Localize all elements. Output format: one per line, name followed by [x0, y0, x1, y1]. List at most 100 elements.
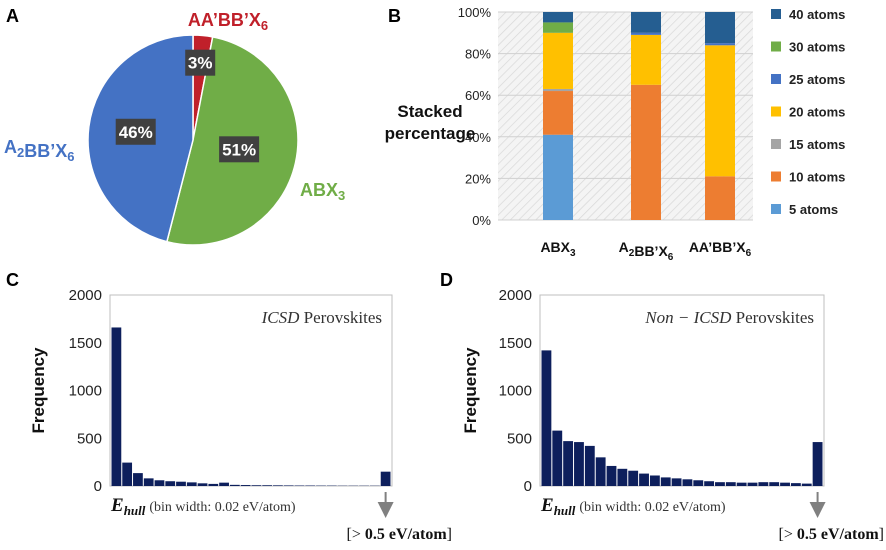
histogram-bar	[704, 481, 715, 486]
stacked-bar-segment	[543, 32, 573, 89]
histogram-bar	[122, 462, 133, 486]
stacked-bar-segment	[543, 134, 573, 220]
y-tick-label: 2000	[69, 287, 102, 304]
x-axis-label: Ehull (bin width: 0.02 eV/atom)	[540, 495, 726, 518]
legend-swatch	[771, 106, 781, 117]
histogram-bar	[251, 485, 262, 486]
stacked-bar-segment	[543, 12, 573, 23]
histogram-bar	[606, 465, 617, 486]
panel-letter-b: B	[388, 6, 401, 26]
legend-label: 10 atoms	[789, 170, 845, 185]
histogram-bar	[197, 483, 208, 486]
histogram-bar	[584, 445, 595, 486]
pie-chart: 3% 51% 46% AA’BB’X6 ABX3 A2BB’X6	[4, 10, 345, 246]
x-axis-label: Ehull (bin width: 0.02 eV/atom)	[110, 495, 296, 518]
stacked-bar-segment	[631, 32, 661, 35]
histogram-non-icsd: 0 500 1000 1500 2000 Frequency Non − ICSD Pero…	[461, 287, 884, 543]
y-tick-label: 0	[524, 478, 532, 495]
histogram-bar	[574, 442, 584, 486]
y-axis-label: Frequency	[461, 347, 480, 434]
histogram-bar	[552, 430, 563, 486]
histogram-bar	[758, 482, 769, 486]
histogram-bar	[812, 442, 823, 486]
legend-label: 40 atoms	[789, 7, 845, 22]
legend-swatch	[771, 139, 781, 149]
y-axis-label: Frequency	[29, 347, 48, 434]
histogram-bar	[790, 483, 801, 486]
histogram-bar	[165, 481, 176, 486]
stacked-bar-segment	[631, 84, 661, 220]
histogram-bar	[682, 479, 693, 486]
histogram-bar	[769, 482, 780, 486]
stacked-bar-segment	[705, 12, 735, 44]
x-category-label: ABX3	[540, 239, 576, 259]
y-tick-label: 1000	[499, 383, 532, 400]
histogram-bar	[143, 478, 154, 486]
histogram-bar	[186, 482, 197, 486]
stacked-bar-segment	[543, 22, 573, 33]
pie-category-label: ABX3	[300, 180, 345, 203]
panel-letter-a: A	[6, 6, 19, 26]
stacked-bar-segment	[543, 88, 573, 92]
stacked-bar-segment	[543, 91, 573, 135]
stacked-bar-segment	[631, 34, 661, 85]
legend-label: 15 atoms	[789, 137, 845, 152]
stacked-bar-segment	[705, 176, 735, 220]
histogram-bar	[240, 485, 251, 486]
y-tick-label: 2000	[499, 287, 532, 304]
pie-value-label: 3%	[188, 54, 213, 73]
y-tick-label: 80%	[465, 47, 491, 62]
y-tick-label: 500	[507, 430, 532, 447]
panel-letter-d: D	[440, 270, 453, 290]
histogram-bar	[671, 478, 682, 486]
legend-swatch	[771, 41, 781, 52]
legend-swatch	[771, 171, 781, 182]
pie-category-label: A2BB’X6	[4, 137, 74, 164]
y-tick-label: 20%	[465, 171, 491, 186]
y-tick-label: 500	[77, 430, 102, 447]
y-axis-label-line-1: Stacked	[397, 102, 462, 121]
chart-title: Non − ICSD Perovskites	[644, 308, 814, 327]
histogram-bar	[133, 473, 143, 486]
histogram-bar	[595, 457, 606, 486]
chart-title: ICSD Perovskites	[261, 308, 382, 327]
histogram-bar	[736, 482, 747, 486]
legend-label: 5 atoms	[789, 202, 838, 217]
y-tick-label: 0	[94, 478, 102, 495]
y-tick-label: 0%	[472, 213, 491, 228]
y-axis-label-line-2: percentage	[385, 124, 476, 143]
pie-value-label-box	[219, 136, 260, 163]
histogram-bar	[154, 480, 165, 486]
histogram-bar	[563, 441, 574, 486]
stacked-bar-segment	[705, 45, 735, 177]
histogram-bar	[628, 470, 639, 486]
histogram-bar	[747, 482, 758, 486]
histogram-bar	[693, 480, 704, 486]
stacked-bar-segment	[705, 43, 735, 46]
pie-value-label: 51%	[222, 140, 256, 159]
histogram-bar	[283, 485, 294, 486]
overflow-bin-label: [> 0.5 eV/atom]	[347, 526, 452, 543]
y-tick-label: 1000	[69, 383, 102, 400]
histogram-bar	[176, 481, 186, 486]
y-tick-label: 40%	[465, 130, 491, 145]
pie-value-label-box	[185, 49, 216, 76]
histogram-bar	[111, 327, 122, 486]
panel-letter-c: C	[6, 270, 19, 290]
histogram-bar	[660, 477, 671, 486]
legend-label: 20 atoms	[789, 105, 845, 120]
x-category-label: A2BB’X6	[619, 239, 674, 263]
pie-value-label: 46%	[119, 123, 153, 142]
histogram-icsd: 0 500 1000 1500 2000 Frequency ICSD Perovskite…	[29, 287, 452, 543]
pie-category-label: AA’BB’X6	[188, 10, 268, 33]
histogram-bar	[229, 484, 240, 486]
pie-value-label-box	[115, 118, 156, 145]
y-tick-label: 100%	[458, 5, 492, 20]
legend-swatch	[771, 9, 781, 19]
stacked-bar-chart: 0% 20% 40% 60% 80% 100% ABX3 A2BB’X6 AA’BB’X6 4…	[385, 5, 846, 263]
histogram-bar	[380, 471, 391, 486]
plot-frame	[539, 294, 825, 487]
legend-label: 25 atoms	[789, 72, 845, 87]
histogram-bar	[725, 482, 736, 486]
legend-swatch	[771, 204, 781, 214]
